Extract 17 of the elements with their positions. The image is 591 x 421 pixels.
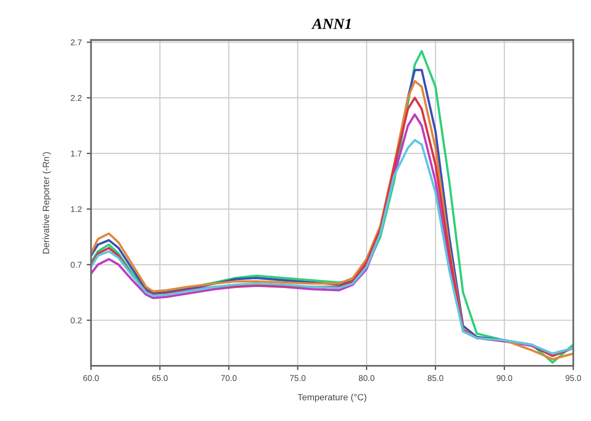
x-tick-label: 95.0: [566, 375, 582, 381]
x-tick-label: 70.0: [221, 375, 237, 381]
y-tick-label: 1.7: [71, 150, 82, 156]
x-tick-label: 90.0: [496, 375, 512, 381]
x-axis-title: Temperature (°C): [298, 394, 366, 402]
x-tick-label: 80.0: [358, 375, 374, 381]
y-tick-label: 0.7: [70, 262, 82, 268]
y-tick-label: 0.2: [70, 317, 82, 324]
y-tick-label: 2.2: [70, 95, 82, 101]
y-tick-label: 1.2: [71, 206, 82, 212]
y-axis-title: Derivative Reporter (-Rn'): [42, 152, 51, 254]
x-tick-label: 85.0: [428, 375, 444, 381]
y-tick-label: 2.7: [70, 39, 82, 46]
chart-title: ANN1: [311, 18, 351, 29]
x-tick-label: 60.0: [83, 375, 99, 381]
x-tick-label: 75.0: [290, 375, 306, 381]
x-tick-label: 65.0: [152, 375, 168, 381]
